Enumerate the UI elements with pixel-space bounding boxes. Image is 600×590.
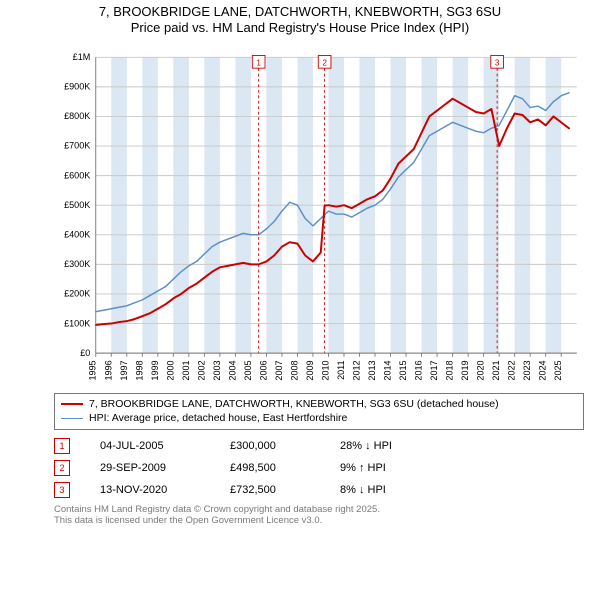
marker-badge-label-1: 1 xyxy=(256,58,261,67)
legend-swatch xyxy=(61,418,83,419)
y-tick-label: £100K xyxy=(64,318,90,328)
transaction-row: 2 29-SEP-2009 £498,500 9% ↑ HPI xyxy=(54,460,584,476)
transaction-badge: 3 xyxy=(54,482,70,498)
x-tick-label: 1999 xyxy=(150,360,160,380)
y-tick-label: £0 xyxy=(80,347,90,357)
x-tick-label: 2010 xyxy=(320,360,330,380)
x-tick-label: 1998 xyxy=(134,360,144,380)
x-tick-label: 2016 xyxy=(414,360,424,380)
footnote: Contains HM Land Registry data © Crown c… xyxy=(54,504,584,527)
x-tick-label: 1995 xyxy=(88,360,98,380)
marker-badge-label-2: 2 xyxy=(322,58,327,67)
x-tick-label: 2015 xyxy=(398,360,408,380)
x-tick-label: 2022 xyxy=(507,360,517,380)
x-tick-label: 2008 xyxy=(289,360,299,380)
x-tick-label: 2003 xyxy=(212,360,222,380)
transaction-badge: 1 xyxy=(54,438,70,454)
chart-container: 7, BROOKBRIDGE LANE, DATCHWORTH, KNEBWOR… xyxy=(0,0,600,590)
y-tick-label: £1M xyxy=(73,51,91,61)
chart-svg: £0 £100K £200K £300K £400K £500K £600K £700K £80… xyxy=(54,41,584,393)
chart-title: 7, BROOKBRIDGE LANE, DATCHWORTH, KNEBWOR… xyxy=(8,4,592,37)
y-tick-label: £900K xyxy=(64,81,90,91)
y-tick-label: £800K xyxy=(64,111,90,121)
y-tick-label: £400K xyxy=(64,229,90,239)
marker-badge-label-3: 3 xyxy=(495,58,500,67)
legend: 7, BROOKBRIDGE LANE, DATCHWORTH, KNEBWOR… xyxy=(54,393,584,430)
x-tick-label: 2011 xyxy=(336,360,346,380)
footnote-line-2: This data is licensed under the Open Gov… xyxy=(54,515,584,526)
transactions-table: 1 04-JUL-2005 £300,000 28% ↓ HPI 2 29-SEP-200… xyxy=(54,438,584,498)
title-line-1: 7, BROOKBRIDGE LANE, DATCHWORTH, KNEBWOR… xyxy=(8,4,592,20)
x-tick-label: 2000 xyxy=(165,360,175,380)
transaction-row: 1 04-JUL-2005 £300,000 28% ↓ HPI xyxy=(54,438,584,454)
transaction-date: 13-NOV-2020 xyxy=(100,484,200,496)
transaction-delta: 9% ↑ HPI xyxy=(340,462,420,474)
x-tick-label: 2014 xyxy=(383,360,393,380)
x-tick-label: 2013 xyxy=(367,360,377,380)
x-tick-label: 2007 xyxy=(274,360,284,380)
x-tick-label: 2024 xyxy=(538,360,548,380)
y-tick-label: £600K xyxy=(64,170,90,180)
transaction-row: 3 13-NOV-2020 £732,500 8% ↓ HPI xyxy=(54,482,584,498)
x-tick-label: 2023 xyxy=(522,360,532,380)
x-tick-label: 2021 xyxy=(491,360,501,380)
x-tick-label: 2017 xyxy=(429,360,439,380)
title-line-2: Price paid vs. HM Land Registry's House … xyxy=(8,20,592,36)
transaction-badge: 2 xyxy=(54,460,70,476)
x-tick-label: 2019 xyxy=(460,360,470,380)
y-tick-label: £300K xyxy=(64,259,90,269)
legend-label: 7, BROOKBRIDGE LANE, DATCHWORTH, KNEBWOR… xyxy=(89,397,499,412)
chart-plot-area: £0 £100K £200K £300K £400K £500K £600K £700K £80… xyxy=(54,41,584,391)
x-tick-label: 2004 xyxy=(227,360,237,380)
x-tick-label: 2020 xyxy=(476,360,486,380)
legend-row: HPI: Average price, detached house, East… xyxy=(61,411,577,426)
transaction-delta: 28% ↓ HPI xyxy=(340,440,420,452)
x-tick-label: 2005 xyxy=(243,360,253,380)
transaction-delta: 8% ↓ HPI xyxy=(340,484,420,496)
transaction-price: £300,000 xyxy=(230,440,310,452)
x-tick-label: 2009 xyxy=(305,360,315,380)
x-tick-label: 2012 xyxy=(352,360,362,380)
legend-row: 7, BROOKBRIDGE LANE, DATCHWORTH, KNEBWOR… xyxy=(61,397,577,412)
y-tick-label: £500K xyxy=(64,199,90,209)
footnote-line-1: Contains HM Land Registry data © Crown c… xyxy=(54,504,584,515)
legend-swatch xyxy=(61,403,83,405)
x-tick-label: 1997 xyxy=(119,360,129,380)
x-tick-label: 1996 xyxy=(103,360,113,380)
transaction-price: £498,500 xyxy=(230,462,310,474)
x-tick-label: 2018 xyxy=(445,360,455,380)
x-tick-label: 2002 xyxy=(196,360,206,380)
transaction-price: £732,500 xyxy=(230,484,310,496)
x-tick-label: 2001 xyxy=(181,360,191,380)
y-tick-label: £700K xyxy=(64,140,90,150)
legend-label: HPI: Average price, detached house, East… xyxy=(89,411,347,426)
transaction-date: 29-SEP-2009 xyxy=(100,462,200,474)
y-tick-label: £200K xyxy=(64,288,90,298)
x-tick-label: 2006 xyxy=(258,360,268,380)
transaction-date: 04-JUL-2005 xyxy=(100,440,200,452)
x-tick-label: 2025 xyxy=(553,360,563,380)
